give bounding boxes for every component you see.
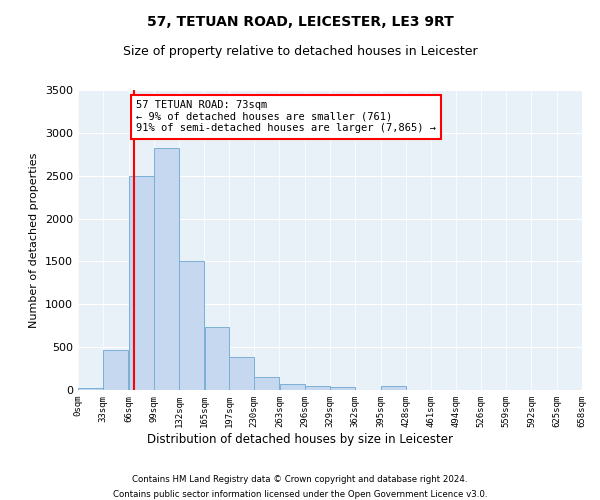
Bar: [205, 328, 229, 390]
Text: Contains HM Land Registry data © Crown copyright and database right 2024.: Contains HM Land Registry data © Crown c…: [132, 475, 468, 484]
Text: Contains public sector information licensed under the Open Government Licence v3: Contains public sector information licen…: [113, 490, 487, 499]
Bar: [330, 386, 355, 390]
Bar: [154, 148, 179, 390]
Bar: [381, 386, 406, 390]
Text: Distribution of detached houses by size in Leicester: Distribution of detached houses by size …: [147, 432, 453, 446]
Y-axis label: Number of detached properties: Number of detached properties: [29, 152, 40, 328]
Bar: [254, 376, 279, 390]
Text: Size of property relative to detached houses in Leicester: Size of property relative to detached ho…: [122, 45, 478, 58]
Bar: [78, 388, 103, 390]
Text: 57, TETUAN ROAD, LEICESTER, LE3 9RT: 57, TETUAN ROAD, LEICESTER, LE3 9RT: [146, 15, 454, 29]
Bar: [179, 262, 204, 390]
Text: 57 TETUAN ROAD: 73sqm
← 9% of detached houses are smaller (761)
91% of semi-deta: 57 TETUAN ROAD: 73sqm ← 9% of detached h…: [136, 100, 436, 134]
Bar: [229, 356, 254, 390]
Bar: [129, 176, 154, 390]
Bar: [305, 386, 330, 390]
Bar: [280, 384, 305, 390]
Bar: [103, 350, 128, 390]
